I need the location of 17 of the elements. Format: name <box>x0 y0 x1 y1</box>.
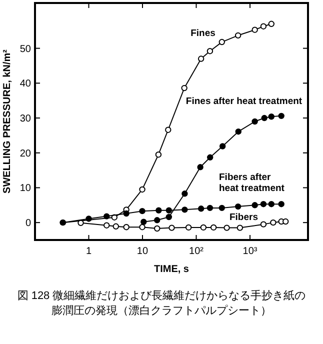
yticklabel: 0 <box>25 218 31 230</box>
xticklabel: 1 <box>86 246 92 257</box>
series-label: Fines after heat treatment <box>186 96 302 107</box>
series-label: Fibers <box>229 212 258 223</box>
series-label: Fibers after heat treatment <box>219 172 284 194</box>
series-label: Fines <box>190 28 216 39</box>
ylabel: SWELLING PRESSURE, kN/m² <box>2 50 13 194</box>
yticklabel: 30 <box>20 114 31 125</box>
yticklabel: 20 <box>20 148 31 160</box>
caption: 図 128 微細繊維だけおよび長繊維だけからなる手抄き紙の膨潤圧の発現（漂白クラフトパルプシート） <box>16 289 307 319</box>
yticklabel: 40 <box>20 78 31 90</box>
xticklabel: 10 <box>136 246 148 257</box>
xlabel: TIME, s <box>154 264 189 275</box>
yticklabel: 10 <box>20 183 31 194</box>
yticklabel: 50 <box>20 44 31 55</box>
xticklabel: 10² <box>189 246 204 257</box>
xticklabel: 10³ <box>242 246 258 257</box>
